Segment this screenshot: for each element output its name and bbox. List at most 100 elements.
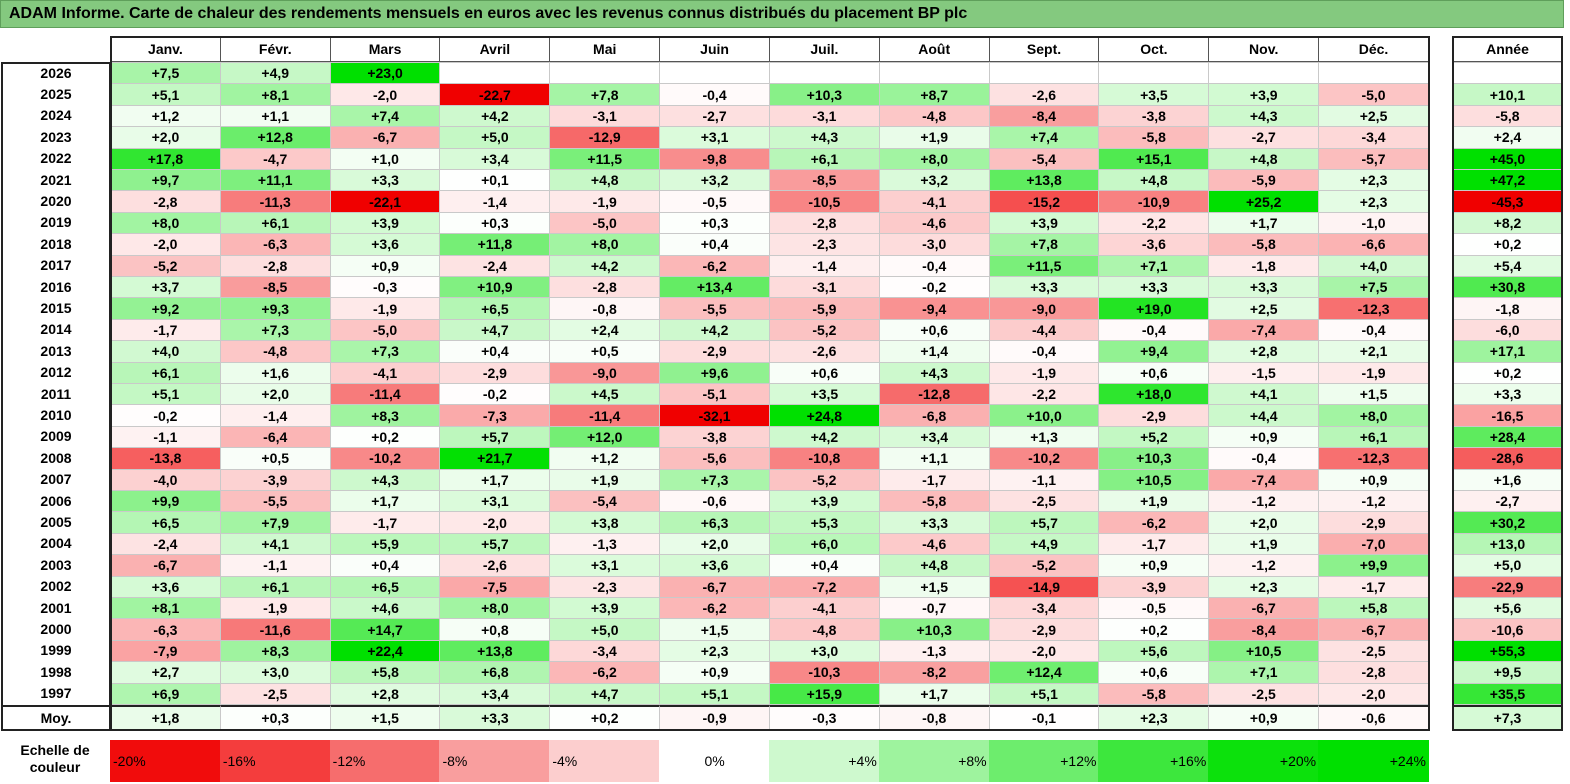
heatmap-cell: -0,4 bbox=[878, 254, 990, 277]
heatmap-cell bbox=[1098, 62, 1210, 85]
heatmap-cell: +8,0 bbox=[878, 147, 990, 170]
heatmap-cell: +8,0 bbox=[1318, 404, 1429, 427]
heatmap-cell: +2,8 bbox=[329, 682, 441, 705]
heatmap-cell: +4,7 bbox=[439, 318, 551, 342]
heatmap-cell: -8,5 bbox=[219, 276, 331, 299]
title-bar: ADAM Informe. Carte de chaleur des rende… bbox=[0, 0, 1564, 28]
heatmap-cell: +3,0 bbox=[768, 639, 880, 663]
heatmap-cell: +2,4 bbox=[549, 318, 661, 342]
heatmap-cell: +10,5 bbox=[1098, 468, 1210, 491]
heatmap-cell: +4,8 bbox=[878, 554, 990, 577]
heatmap-cell: -3,6 bbox=[1098, 233, 1210, 256]
heatmap-cell: +0,6 bbox=[768, 361, 880, 384]
heatmap-cell: +3,3 bbox=[1098, 276, 1210, 299]
annual-cell: +3,3 bbox=[1452, 383, 1563, 406]
heatmap-cell: +7,5 bbox=[1318, 276, 1429, 299]
heatmap-cell: -3,8 bbox=[1098, 104, 1210, 128]
row-year-label: 2026 bbox=[1, 62, 111, 84]
annual-cell: -1,8 bbox=[1452, 297, 1563, 320]
average-cell: +1,8 bbox=[110, 705, 221, 731]
heatmap-cell: -4,6 bbox=[878, 211, 990, 235]
heatmap-cell: +0,1 bbox=[439, 169, 551, 192]
heatmap-cell: -7,4 bbox=[1208, 468, 1320, 491]
heatmap-cell: +1,7 bbox=[329, 490, 441, 513]
heatmap-cell: +7,1 bbox=[1098, 254, 1210, 277]
annual-cell: -16,5 bbox=[1452, 404, 1563, 427]
heatmap-cell: -2,2 bbox=[988, 383, 1100, 406]
color-scale-step: +16% bbox=[1098, 740, 1210, 782]
color-scale-step: +4% bbox=[768, 740, 880, 782]
heatmap-cell: +4,6 bbox=[329, 597, 441, 620]
heatmap-cell: -1,9 bbox=[988, 361, 1100, 384]
heatmap-cell: -5,2 bbox=[988, 554, 1100, 577]
heatmap-cell: -1,7 bbox=[1318, 575, 1429, 598]
annual-cell: +35,5 bbox=[1452, 682, 1563, 705]
heatmap-cell: -8,2 bbox=[878, 661, 990, 684]
heatmap-cell: -5,1 bbox=[659, 383, 770, 406]
heatmap-cell: +1,5 bbox=[659, 618, 770, 641]
heatmap-cell: -2,8 bbox=[549, 276, 661, 299]
heatmap-cell: -1,9 bbox=[329, 297, 441, 320]
heatmap-cell: -5,4 bbox=[549, 490, 661, 513]
heatmap-cell: -10,3 bbox=[768, 661, 880, 684]
annual-cell: +45,0 bbox=[1452, 147, 1563, 170]
heatmap-cell: -8,4 bbox=[988, 104, 1100, 128]
heatmap-cell: -4,7 bbox=[219, 147, 331, 170]
heatmap-cell bbox=[1318, 62, 1429, 85]
average-row-label: Moy. bbox=[1, 705, 111, 731]
row-year-label: 2012 bbox=[1, 361, 111, 383]
heatmap-cell: -5,5 bbox=[219, 490, 331, 513]
heatmap-cell: -4,1 bbox=[878, 190, 990, 213]
heatmap-cell: +5,1 bbox=[659, 682, 770, 705]
row-year-label: 2000 bbox=[1, 618, 111, 640]
annual-cell: -2,7 bbox=[1452, 490, 1563, 513]
heatmap-cell: +7,3 bbox=[659, 468, 770, 491]
heatmap-cell: +3,8 bbox=[549, 511, 661, 534]
heatmap-cell: +6,1 bbox=[1318, 425, 1429, 449]
heatmap-cell: -1,2 bbox=[1318, 490, 1429, 513]
average-cell: +3,3 bbox=[439, 705, 551, 731]
heatmap-cell: +19,0 bbox=[1098, 297, 1210, 320]
heatmap-cell: +7,5 bbox=[110, 62, 221, 85]
heatmap-cell: +12,0 bbox=[549, 425, 661, 449]
average-cell: -0,3 bbox=[768, 705, 880, 731]
heatmap-cell: -0,7 bbox=[878, 597, 990, 620]
row-year-label: 2007 bbox=[1, 468, 111, 490]
heatmap-cell: -2,6 bbox=[768, 340, 880, 363]
row-year-label: 2014 bbox=[1, 318, 111, 341]
average-cell: +0,2 bbox=[549, 705, 661, 731]
heatmap-cell: +6,5 bbox=[439, 297, 551, 320]
heatmap-cell: -12,3 bbox=[1318, 297, 1429, 320]
heatmap-cell: +8,0 bbox=[110, 211, 221, 235]
heatmap-cell: +5,8 bbox=[1318, 597, 1429, 620]
heatmap-cell: +5,7 bbox=[439, 532, 551, 556]
annual-cell: +0,2 bbox=[1452, 233, 1563, 256]
heatmap-cell: -1,9 bbox=[219, 597, 331, 620]
heatmap-cell: -1,4 bbox=[219, 404, 331, 427]
heatmap-cell: -10,2 bbox=[329, 447, 441, 470]
heatmap-cell: +5,7 bbox=[988, 511, 1100, 534]
average-cell: -0,9 bbox=[659, 705, 770, 731]
heatmap-cell: -32,1 bbox=[659, 404, 770, 427]
heatmap-cell: -2,5 bbox=[1318, 639, 1429, 663]
heatmap-cell: +18,0 bbox=[1098, 383, 1210, 406]
heatmap-cell: -6,8 bbox=[878, 404, 990, 427]
heatmap-cell: +1,7 bbox=[1208, 211, 1320, 235]
heatmap-cell: -10,8 bbox=[768, 447, 880, 470]
month-header: Sept. bbox=[988, 36, 1100, 62]
color-scale-step: -16% bbox=[219, 740, 331, 782]
average-cell: -0,1 bbox=[988, 705, 1100, 731]
month-header: Mars bbox=[329, 36, 441, 62]
heatmap-cell: +1,2 bbox=[549, 447, 661, 470]
row-year-label: 2008 bbox=[1, 447, 111, 469]
heatmap-cell: +0,4 bbox=[439, 340, 551, 363]
annual-cell: -45,3 bbox=[1452, 190, 1563, 213]
heatmap-cell: -6,2 bbox=[659, 597, 770, 620]
heatmap-cell: -9,0 bbox=[549, 361, 661, 384]
color-scale-step: +12% bbox=[988, 740, 1100, 782]
heatmap-cell: +2,0 bbox=[219, 383, 331, 406]
row-year-label: 2024 bbox=[1, 104, 111, 127]
heatmap-cell: -6,2 bbox=[549, 661, 661, 684]
heatmap-cell: -6,7 bbox=[329, 126, 441, 149]
heatmap-cell: +4,1 bbox=[1208, 383, 1320, 406]
